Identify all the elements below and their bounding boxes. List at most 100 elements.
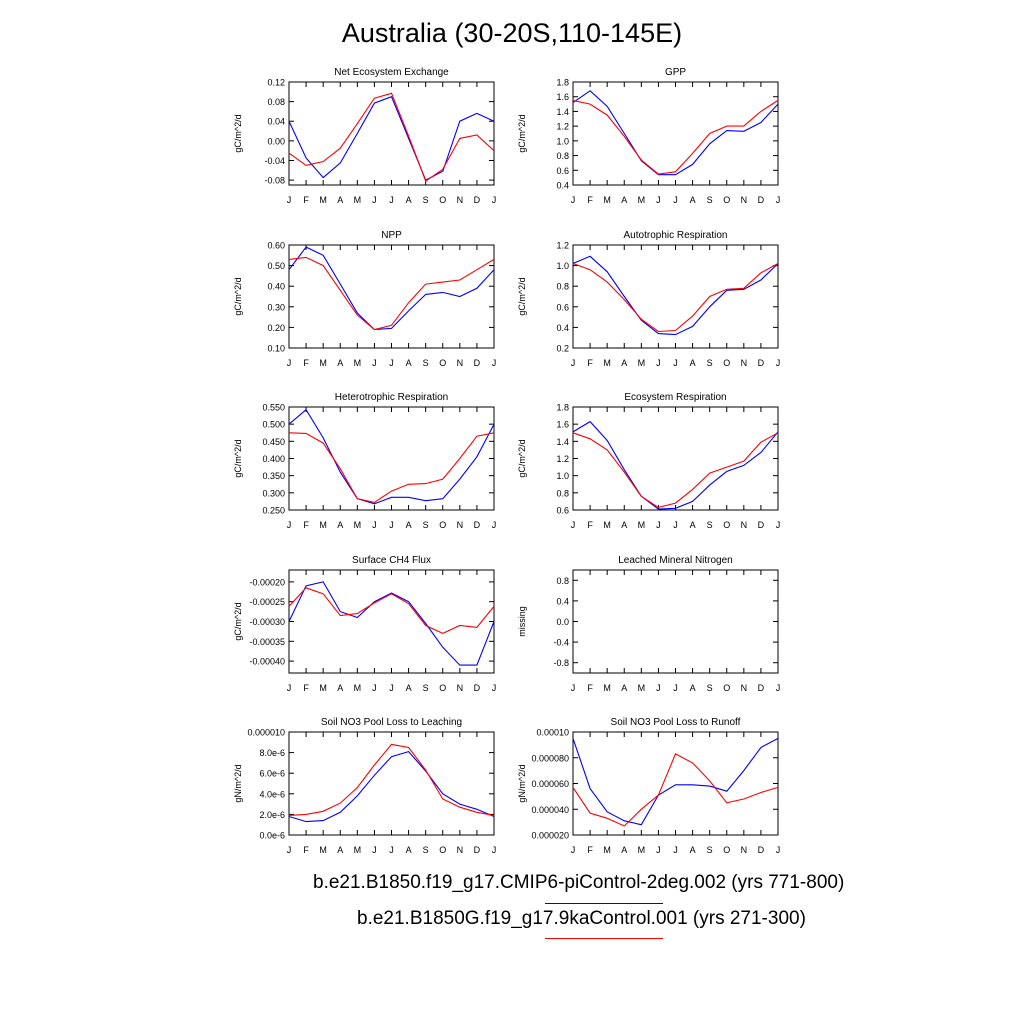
y-tick-label: 1.6	[556, 92, 569, 102]
x-tick-label: S	[707, 195, 713, 205]
y-tick-label: 0.500	[262, 420, 285, 430]
x-tick-label: F	[303, 195, 309, 205]
x-tick-label: A	[337, 520, 343, 530]
x-tick-label: A	[406, 520, 412, 530]
x-tick-label: J	[673, 683, 678, 693]
plot-frame	[572, 244, 779, 349]
x-tick-label: J	[673, 520, 678, 530]
x-tick-label: J	[492, 195, 497, 205]
x-tick-label: D	[758, 195, 765, 205]
series-line-2	[572, 262, 779, 333]
x-tick-label: S	[423, 520, 429, 530]
x-tick-label: S	[707, 845, 713, 855]
series-line-2	[572, 753, 779, 827]
plot-frame	[288, 406, 495, 511]
y-tick-label: 1.2	[556, 454, 569, 464]
y-axis-label: gC/m^2/d	[233, 602, 243, 640]
y-tick-label: 0.00	[267, 136, 285, 146]
y-tick-label: 0.8	[556, 282, 569, 292]
series-line-2	[288, 743, 495, 816]
series-line-1	[288, 246, 495, 331]
x-tick-label: J	[571, 195, 576, 205]
x-tick-label: J	[656, 845, 661, 855]
x-tick-label: J	[389, 520, 394, 530]
x-tick-label: F	[587, 195, 593, 205]
x-tick-label: N	[741, 520, 748, 530]
x-tick-label: A	[406, 845, 412, 855]
x-tick-label: J	[287, 358, 292, 368]
x-tick-label: J	[673, 195, 678, 205]
y-tick-label: 1.6	[556, 420, 569, 430]
y-tick-label: 0.4	[556, 323, 569, 333]
x-tick-label: M	[319, 845, 327, 855]
x-tick-label: M	[319, 195, 327, 205]
x-tick-label: J	[389, 358, 394, 368]
x-tick-label: J	[492, 358, 497, 368]
x-tick-label: M	[354, 520, 362, 530]
series-line-2	[572, 432, 779, 508]
x-tick-label: A	[406, 683, 412, 693]
x-tick-label: S	[707, 358, 713, 368]
series-line-2	[288, 92, 495, 182]
y-axis-label: gN/m^2/d	[233, 764, 243, 802]
y-tick-label: 0.350	[262, 471, 285, 481]
y-tick-label: 0.4	[556, 596, 569, 606]
y-tick-label: 4.0e-6	[259, 789, 285, 799]
y-tick-label: 1.0	[556, 261, 569, 271]
chart-title: Heterotrophic Respiration	[335, 392, 448, 403]
x-tick-label: J	[372, 358, 377, 368]
x-tick-label: J	[389, 683, 394, 693]
y-tick-label: 0.000010	[247, 728, 285, 738]
x-tick-label: S	[423, 195, 429, 205]
y-tick-label: 0.550	[262, 403, 285, 413]
y-tick-label: 1.8	[556, 78, 569, 88]
x-tick-label: D	[758, 358, 765, 368]
x-tick-label: A	[690, 195, 696, 205]
x-tick-label: J	[372, 195, 377, 205]
x-tick-label: J	[673, 845, 678, 855]
x-tick-label: J	[571, 520, 576, 530]
series-line-1	[288, 408, 495, 505]
plot-frame	[572, 569, 779, 674]
x-tick-label: A	[337, 358, 343, 368]
x-tick-label: N	[457, 845, 464, 855]
x-tick-label: J	[656, 358, 661, 368]
series-line-2	[288, 587, 495, 635]
x-tick-label: D	[474, 520, 481, 530]
chart-title: NPP	[381, 230, 402, 241]
x-tick-label: A	[621, 683, 627, 693]
plot-frame	[572, 731, 779, 836]
y-tick-label: 0.50	[267, 261, 285, 271]
x-tick-label: A	[690, 845, 696, 855]
y-tick-label: 0.04	[267, 117, 285, 127]
x-tick-label: J	[287, 683, 292, 693]
x-tick-label: M	[354, 358, 362, 368]
x-tick-label: M	[638, 845, 646, 855]
x-tick-label: N	[741, 195, 748, 205]
x-tick-label: J	[372, 845, 377, 855]
legend-label-2: b.e21.B1850G.f19_g17.9kaControl.001 (yrs…	[357, 908, 806, 929]
x-tick-label: J	[372, 683, 377, 693]
chart-title: Surface CH4 Flux	[352, 555, 431, 566]
chart-title: Leached Mineral Nitrogen	[618, 555, 733, 566]
x-tick-label: M	[354, 845, 362, 855]
y-tick-label: -0.00020	[249, 577, 285, 587]
series-line-1	[288, 581, 495, 666]
y-tick-label: -0.00035	[249, 637, 285, 647]
y-tick-label: 1.4	[556, 107, 569, 117]
y-axis-label: gN/m^2/d	[517, 764, 527, 802]
x-tick-label: N	[457, 358, 464, 368]
y-axis-label: gC/m^2/d	[233, 439, 243, 477]
y-tick-label: 0.000060	[531, 779, 569, 789]
x-tick-label: A	[690, 520, 696, 530]
x-tick-label: A	[337, 845, 343, 855]
x-tick-label: O	[723, 845, 730, 855]
y-tick-label: 0.8	[556, 488, 569, 498]
x-tick-label: O	[439, 683, 446, 693]
x-tick-label: M	[603, 195, 611, 205]
